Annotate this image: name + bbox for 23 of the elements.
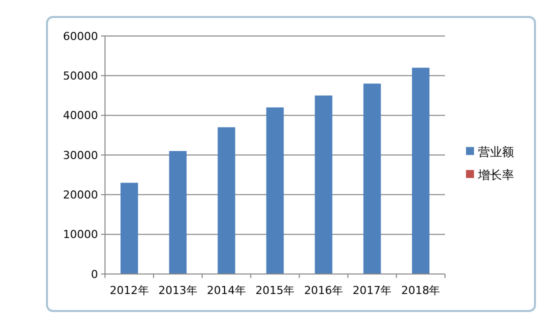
x-tick-label: 2012年 — [110, 284, 149, 297]
y-tick-label: 40000 — [63, 109, 98, 122]
bar — [314, 96, 332, 274]
bar — [363, 84, 381, 274]
bar — [266, 107, 284, 274]
bar — [412, 68, 430, 274]
x-tick-label: 2018年 — [401, 284, 440, 297]
y-tick-label: 30000 — [63, 148, 98, 162]
legend-label: 营业额 — [478, 145, 514, 160]
y-tick-label: 60000 — [63, 30, 98, 43]
x-tick-label: 2014年 — [206, 284, 246, 297]
y-tick-label: 50000 — [63, 70, 98, 83]
bar — [218, 127, 236, 274]
x-tick-label: 2017年 — [352, 284, 392, 297]
y-tick-label: 10000 — [63, 228, 98, 242]
y-tick-label: 0 — [91, 268, 98, 281]
x-tick-label: 2013年 — [158, 284, 198, 297]
legend-label: 增长率 — [477, 168, 514, 182]
bar — [169, 151, 187, 274]
y-tick-label: 20000 — [63, 188, 98, 202]
bar — [120, 182, 138, 274]
x-tick-label: 2015年 — [256, 284, 294, 297]
x-tick-label: 2016年 — [304, 284, 344, 297]
